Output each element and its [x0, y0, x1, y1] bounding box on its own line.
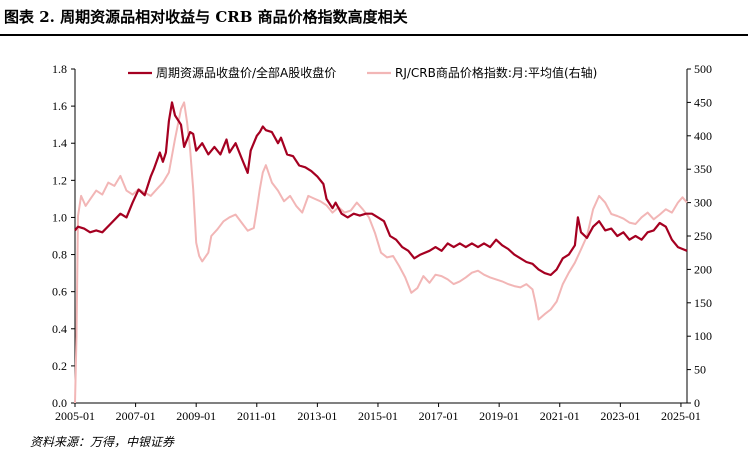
y-right-tick-label: 150 — [694, 296, 712, 310]
x-tick-label: 2005-01 — [55, 409, 95, 423]
y-left-tick-label: 0.6 — [52, 285, 67, 299]
y-right-tick-label: 300 — [694, 196, 712, 210]
x-tick-label: 2013-01 — [297, 409, 337, 423]
y-left-tick-label: 0.4 — [52, 322, 67, 336]
y-right-tick-label: 450 — [694, 95, 712, 109]
y-right-tick-label: 200 — [694, 262, 712, 276]
legend-item-crb-index: RJ/CRB商品价格指数:月:平均值(右轴) — [367, 65, 597, 80]
y-right-tick-label: 250 — [694, 229, 712, 243]
x-tick-label: 2023-01 — [600, 409, 640, 423]
title-divider — [0, 34, 748, 36]
series-line-crb-index — [74, 101, 688, 404]
legend: 周期资源品收盘价/全部A股收盘价 RJ/CRB商品价格指数:月:平均值(右轴) — [128, 65, 597, 80]
series-line-relative-return — [74, 101, 688, 277]
y-left-tick-label: 0.2 — [52, 359, 67, 373]
y-right-tick-label: 400 — [694, 129, 712, 143]
y-left-tick-label: 1.6 — [52, 99, 67, 113]
y-right-tick-label: 500 — [694, 62, 712, 76]
chart-title: 图表 2. 周期资源品相对收益与 CRB 商品价格指数高度相关 — [4, 8, 408, 26]
y-right-tick-label: 0 — [694, 396, 700, 410]
y-left-tick-label: 1.8 — [52, 62, 67, 76]
x-tick-label: 2025-01 — [661, 409, 701, 423]
x-tick-label: 2017-01 — [419, 409, 459, 423]
x-tick-label: 2021-01 — [540, 409, 580, 423]
y-left-tick-label: 1.2 — [52, 173, 67, 187]
y-left-tick-label: 0.8 — [52, 248, 67, 262]
y-right-tick-label: 350 — [694, 162, 712, 176]
y-right-tick-label: 100 — [694, 329, 712, 343]
x-tick-label: 2011-01 — [237, 409, 277, 423]
axes: 0.0 0.2 0.4 0.6 0.8 1.0 1.2 1.4 1.6 1.8 0 50 100 150 2… — [52, 62, 712, 423]
x-tick-label: 2015-01 — [358, 409, 398, 423]
y-left-tick-label: 1.4 — [52, 136, 67, 150]
legend-label: 周期资源品收盘价/全部A股收盘价 — [156, 65, 336, 80]
y-left-tick-label: 1.0 — [52, 210, 67, 224]
y-right-tick-label: 50 — [694, 363, 706, 377]
source-note: 资料来源：万得，中银证券 — [30, 435, 175, 449]
chart: 0.0 0.2 0.4 0.6 0.8 1.0 1.2 1.4 1.6 1.8 0 50 100 150 2… — [52, 62, 712, 423]
x-tick-label: 2007-01 — [116, 409, 156, 423]
x-tick-label: 2019-01 — [479, 409, 519, 423]
legend-item-relative-return: 周期资源品收盘价/全部A股收盘价 — [128, 65, 336, 80]
y-left-tick-label: 0.0 — [52, 396, 67, 410]
x-tick-label: 2009-01 — [176, 409, 216, 423]
legend-label: RJ/CRB商品价格指数:月:平均值(右轴) — [395, 65, 597, 80]
series-layer — [74, 101, 688, 404]
